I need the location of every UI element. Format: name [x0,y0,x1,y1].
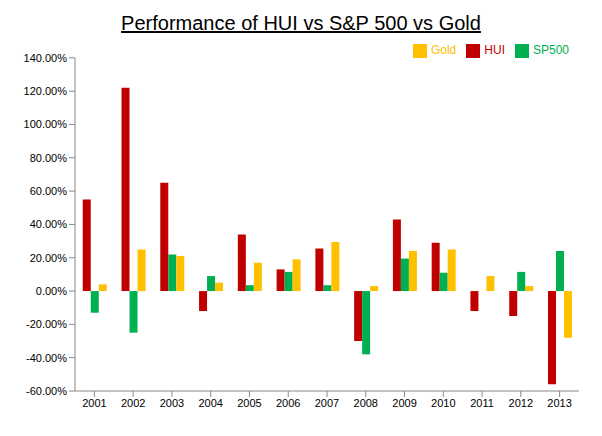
svg-text:-20.00%: -20.00% [26,318,67,330]
svg-text:2004: 2004 [198,397,222,409]
svg-text:2013: 2013 [547,397,571,409]
svg-text:2010: 2010 [431,397,455,409]
svg-text:60.00%: 60.00% [30,185,68,197]
svg-text:2003: 2003 [160,397,184,409]
svg-text:2009: 2009 [392,397,416,409]
svg-text:2011: 2011 [470,397,494,409]
svg-text:2001: 2001 [82,397,106,409]
svg-text:100.00%: 100.00% [24,118,68,130]
svg-text:-40.00%: -40.00% [26,352,67,364]
svg-text:2002: 2002 [121,397,145,409]
svg-text:2007: 2007 [315,397,339,409]
svg-text:80.00%: 80.00% [30,152,68,164]
html-text:SP500: SP500 [533,43,569,57]
svg-text:-60.00%: -60.00% [26,385,67,397]
svg-text:40.00%: 40.00% [30,218,68,230]
svg-text:120.00%: 120.00% [24,85,68,97]
svg-text:2005: 2005 [237,397,261,409]
html-text:HUI: HUI [484,43,505,57]
svg-text:2008: 2008 [354,397,378,409]
svg-text:2012: 2012 [509,397,533,409]
svg-text:140.00%: 140.00% [24,52,68,64]
html-text:Performance of HUI vs S&P 500: Performance of HUI vs S&P 500 vs Gold [121,12,481,34]
svg-text:0.00%: 0.00% [36,285,67,297]
html-text:Gold: Gold [430,43,457,57]
svg-text:2006: 2006 [276,397,300,409]
svg-text:20.00%: 20.00% [30,252,68,264]
